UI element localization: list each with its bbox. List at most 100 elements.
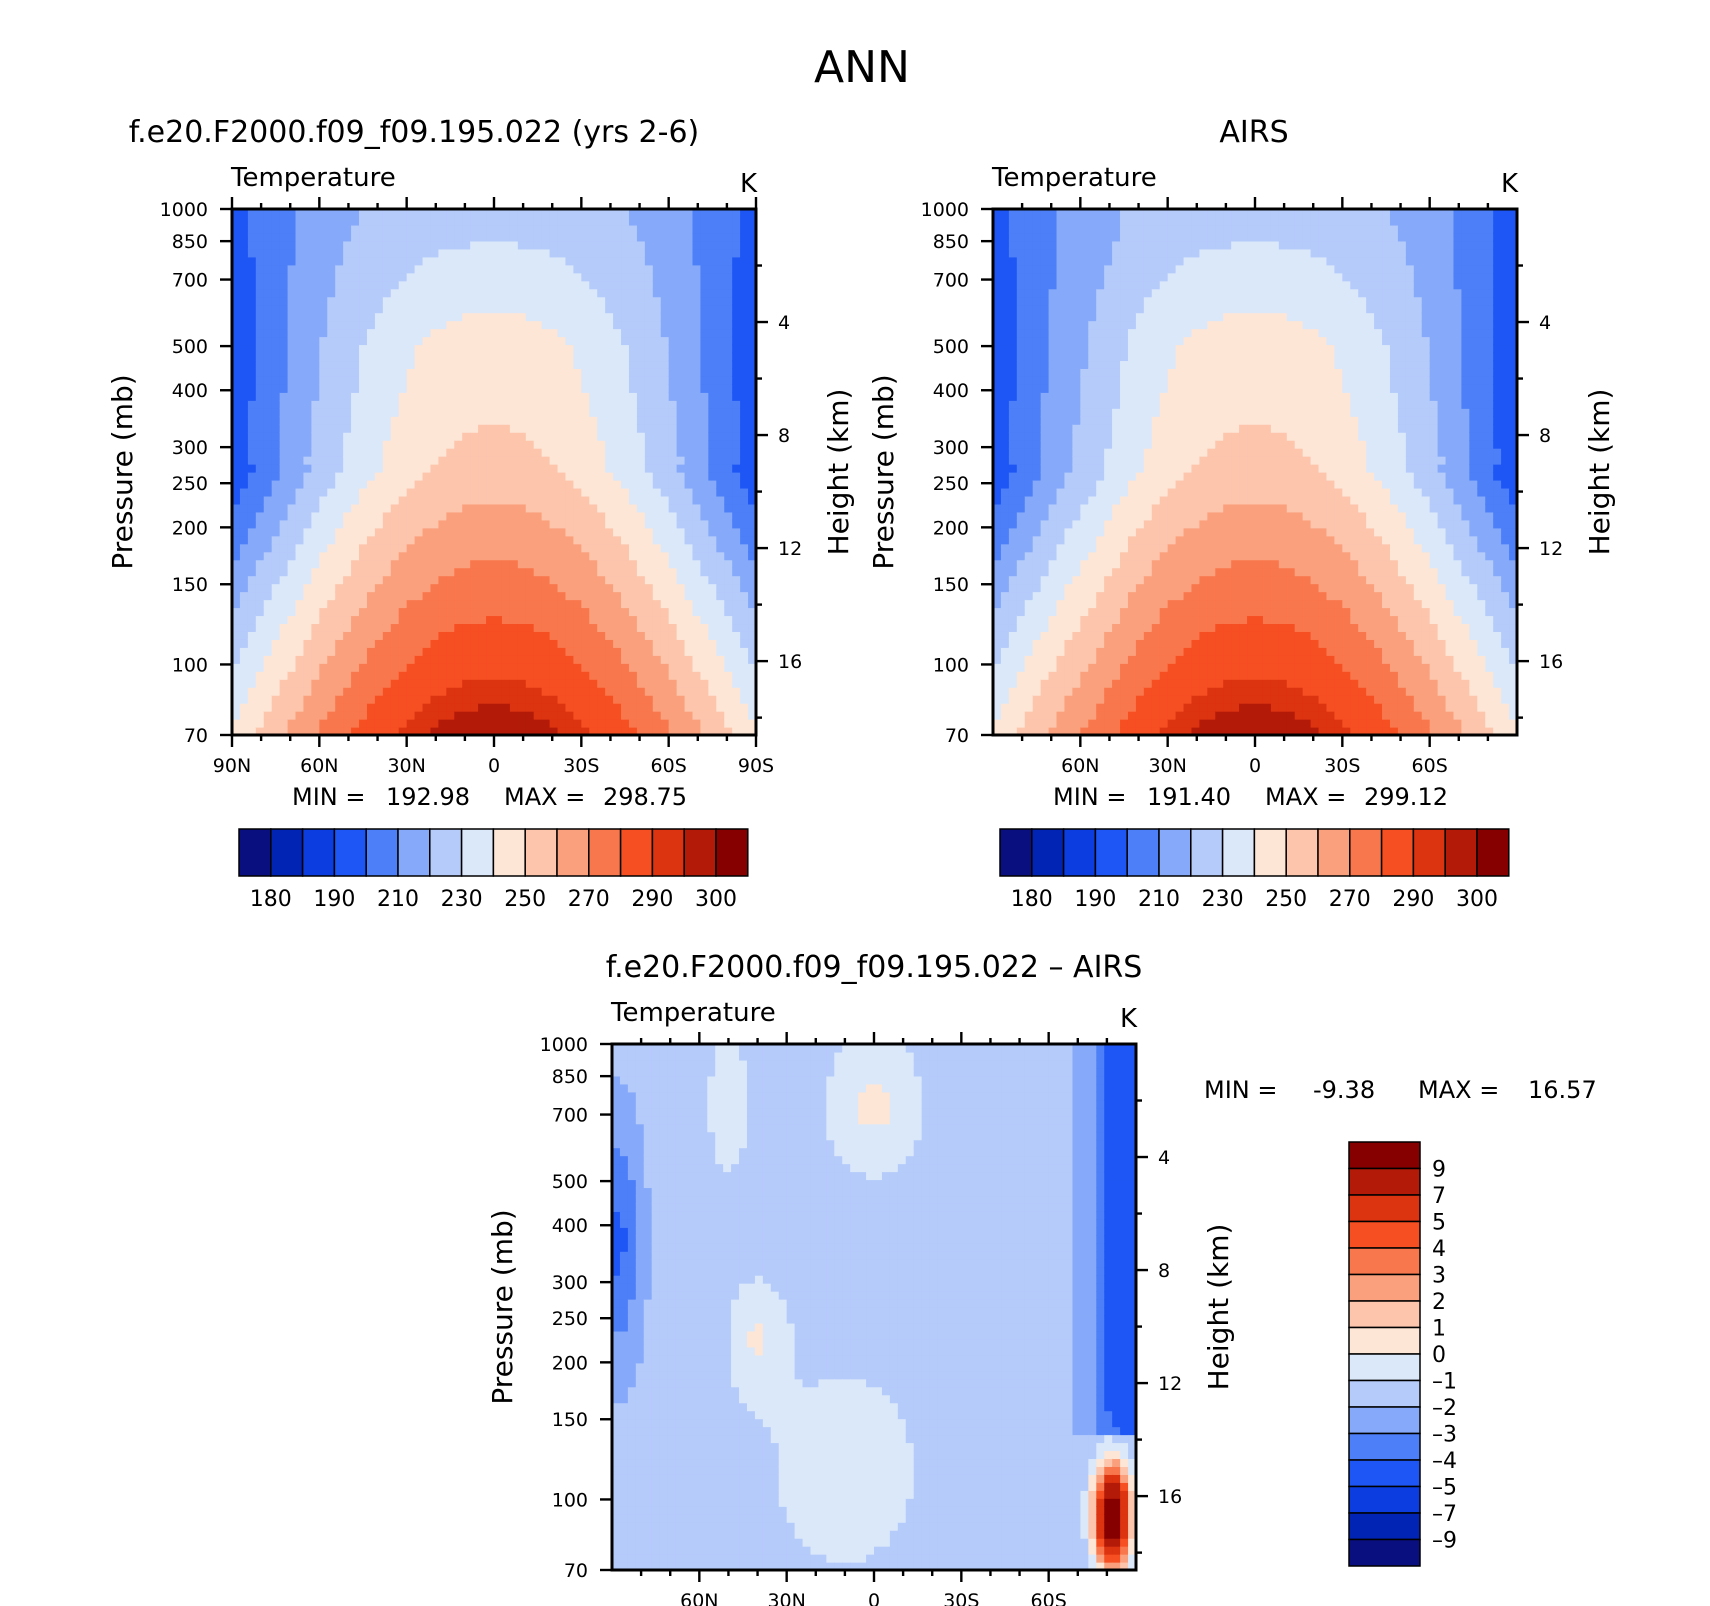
field-cell <box>517 400 527 409</box>
field-cell <box>422 424 432 433</box>
field-cell <box>1000 304 1010 314</box>
field-cell <box>255 511 265 521</box>
field-cell <box>692 607 702 617</box>
field-cell <box>279 535 289 545</box>
field-cell <box>470 432 479 441</box>
field-cell <box>716 448 725 457</box>
field-cell <box>621 551 630 561</box>
field-cell <box>525 360 535 369</box>
field-cell <box>1040 400 1050 409</box>
field-cell <box>740 519 749 529</box>
field-cell <box>1024 272 1034 282</box>
field-cell <box>327 695 336 704</box>
field-cell <box>287 551 297 561</box>
field-cell <box>644 264 654 274</box>
field-cell <box>359 440 368 449</box>
field-cell <box>343 320 352 330</box>
field-cell <box>541 711 551 720</box>
field-cell <box>1016 591 1026 601</box>
field-cell <box>652 209 662 218</box>
field-cell <box>605 719 614 728</box>
field-cell <box>509 216 519 226</box>
field-cell <box>668 384 678 393</box>
field-cell <box>311 623 320 632</box>
field-cell <box>716 567 725 577</box>
colorbar-cell <box>715 828 749 877</box>
field-cell <box>993 392 1002 401</box>
field-cell <box>478 344 487 354</box>
field-cell <box>700 687 709 696</box>
field-cell <box>319 703 328 712</box>
field-cell <box>1008 312 1018 322</box>
field-cell <box>263 543 273 553</box>
field-cell <box>748 575 756 585</box>
field-cell <box>708 368 717 377</box>
field-cell <box>398 599 408 609</box>
x-tick-label: 90N <box>213 755 251 777</box>
field-cell <box>708 416 717 425</box>
field-cell <box>557 376 567 385</box>
field-cell <box>398 216 408 226</box>
field-cell <box>732 360 741 369</box>
field-cell <box>486 615 495 625</box>
field-cell <box>454 376 463 385</box>
field-cell <box>438 280 447 290</box>
field-cell <box>740 224 749 234</box>
field-cell <box>1032 464 1042 473</box>
field-cell <box>993 607 1002 617</box>
field-cell <box>573 479 582 489</box>
field-cell <box>263 424 273 433</box>
field-cell <box>232 424 241 433</box>
field-cell <box>470 551 479 561</box>
field-cell <box>414 312 424 322</box>
field-cell <box>621 216 630 226</box>
field-cell <box>533 479 543 489</box>
field-cell <box>549 639 559 648</box>
field-cell <box>462 224 471 234</box>
field-cell <box>684 224 694 234</box>
field-cell <box>605 599 614 609</box>
field-cell <box>382 495 392 505</box>
field-cell <box>716 256 725 266</box>
field-cell <box>1032 647 1042 656</box>
field-cell <box>1048 392 1058 401</box>
field-cell <box>1032 575 1042 585</box>
field-cell <box>398 400 408 409</box>
field-cell <box>605 416 614 425</box>
field-cell <box>430 264 440 274</box>
field-cell <box>644 312 654 322</box>
field-cell <box>327 336 336 346</box>
field-cell <box>239 209 249 218</box>
field-cell <box>430 328 440 338</box>
field-cell <box>319 567 328 577</box>
field-cell <box>597 719 606 728</box>
field-cell <box>422 432 432 441</box>
field-cell <box>676 519 686 529</box>
colorbar-label: 210 <box>377 887 419 912</box>
field-cell <box>414 559 424 569</box>
field-cell <box>398 288 408 298</box>
field-cell <box>549 336 559 346</box>
field-cell <box>1008 328 1018 338</box>
field-cell <box>565 583 574 593</box>
field-cell <box>382 599 392 609</box>
field-cell <box>660 511 670 521</box>
field-cell <box>716 424 725 433</box>
field-cell <box>509 304 519 314</box>
field-cell <box>295 209 305 218</box>
field-cell <box>517 336 527 346</box>
field-cell <box>517 623 527 632</box>
field-cell <box>501 392 511 401</box>
field-cell <box>1016 615 1026 625</box>
field-cell <box>621 296 630 306</box>
field-cell <box>517 551 527 561</box>
field-cell <box>359 647 368 656</box>
field-cell <box>732 392 741 401</box>
field-cell <box>708 607 717 617</box>
field-cell <box>303 647 312 656</box>
field-cell <box>652 312 662 322</box>
field-cell <box>430 376 440 385</box>
field-cell <box>287 416 297 425</box>
field-cell <box>430 551 440 561</box>
colorbar-cell <box>365 828 399 877</box>
